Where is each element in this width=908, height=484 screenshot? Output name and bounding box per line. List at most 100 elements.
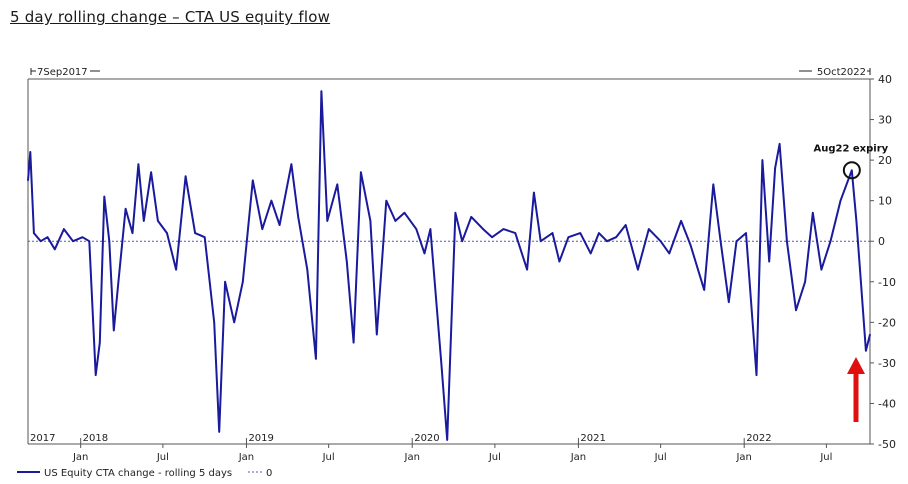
series-point [124, 207, 127, 210]
series-point [39, 240, 42, 243]
series-point [94, 374, 97, 376]
series-line [27, 90, 871, 441]
series-point [336, 183, 339, 186]
series-point [415, 228, 418, 230]
series-point [659, 240, 662, 243]
series-point [855, 220, 858, 222]
series-point [224, 280, 226, 283]
series-point [491, 236, 493, 238]
series-point [869, 333, 871, 336]
x-month-label: Jan [404, 452, 420, 463]
y-tick-label: -20 [878, 316, 896, 329]
series-point [166, 232, 168, 234]
y-tick-label: -10 [878, 276, 896, 289]
plot-area [27, 78, 871, 445]
series-point [526, 268, 528, 271]
x-month-label: Jan [238, 452, 254, 463]
series-point [579, 232, 582, 234]
series-point [360, 171, 362, 174]
series-point [213, 321, 216, 324]
series-point [194, 232, 196, 234]
series-point [261, 228, 264, 230]
date-range-labels: 7Sep2017 5Oct2022 [30, 67, 871, 78]
legend: US Equity CTA change - rolling 5 days 0 [17, 468, 272, 479]
series-point [851, 169, 853, 172]
series-point [680, 220, 682, 222]
series-point [143, 220, 145, 222]
series-point [778, 143, 781, 145]
series-point [712, 183, 715, 186]
x-month-label: Jul [322, 452, 335, 463]
series-point [423, 252, 426, 255]
annotation-layer: Aug22 expiry [813, 143, 889, 422]
series-point [839, 199, 842, 202]
y-tick-label: 20 [878, 154, 892, 167]
series-point [27, 179, 29, 182]
x-year-label: 2022 [746, 433, 771, 444]
series-point [606, 240, 608, 243]
series-point [369, 220, 372, 222]
series-point [137, 163, 140, 165]
y-tick-label: -40 [878, 397, 896, 410]
series-point [811, 212, 814, 214]
range-end-label: 5Oct2022 [817, 67, 866, 78]
series-point [113, 329, 115, 332]
series-point [804, 280, 806, 283]
series-point [668, 252, 671, 255]
series-point [375, 333, 378, 336]
legend-series-label: US Equity CTA change - rolling 5 days [44, 468, 232, 479]
series-point [278, 224, 281, 226]
series-point [306, 268, 309, 271]
series-point [233, 321, 235, 324]
series-point [786, 240, 788, 243]
series-point [33, 232, 35, 234]
series-point [242, 280, 244, 283]
series-point [558, 260, 561, 263]
legend-reference-label: 0 [266, 468, 272, 479]
series-point [454, 212, 457, 214]
series-point [637, 268, 639, 271]
series-point [648, 228, 650, 230]
y-axis: 40 30 20 10 0 -10 -20 -30 -40 -50 [870, 73, 896, 451]
series-layer [27, 90, 871, 441]
series-point [103, 195, 106, 198]
y-tick-label: 0 [878, 235, 885, 248]
y-tick-label: -30 [878, 357, 896, 370]
series-point [346, 260, 348, 263]
series-point [829, 240, 832, 243]
series-point [63, 228, 65, 230]
x-month-label: Jan [72, 452, 88, 463]
series-point [689, 244, 692, 247]
series-point [774, 167, 776, 170]
x-year-label: 2021 [580, 433, 605, 444]
series-point [589, 252, 592, 255]
series-point [46, 236, 49, 238]
x-month-label: Jul [654, 452, 667, 463]
series-point [394, 220, 397, 222]
x-year-label: 2020 [414, 433, 439, 444]
series-point [727, 301, 730, 303]
series-point [761, 159, 764, 161]
series-point [270, 199, 273, 202]
series-point [131, 232, 134, 234]
series-point [157, 220, 159, 222]
series-point [446, 439, 448, 441]
x-month-label: Jul [819, 452, 832, 463]
series-point [755, 374, 758, 376]
series-point [81, 236, 84, 238]
series-point [795, 309, 797, 311]
range-start-label: 7Sep2017 [37, 67, 88, 78]
series-point [53, 248, 56, 251]
y-tick-label: -50 [878, 438, 896, 451]
series-point [860, 280, 862, 283]
series-point [72, 240, 74, 243]
annotation-label: Aug22 expiry [813, 143, 888, 154]
series-point [567, 236, 570, 238]
x-year-label: 2018 [83, 433, 108, 444]
series-point [719, 240, 722, 243]
series-point [315, 358, 317, 360]
series-point [403, 212, 406, 214]
series-point [385, 199, 388, 202]
series-point [514, 232, 517, 234]
